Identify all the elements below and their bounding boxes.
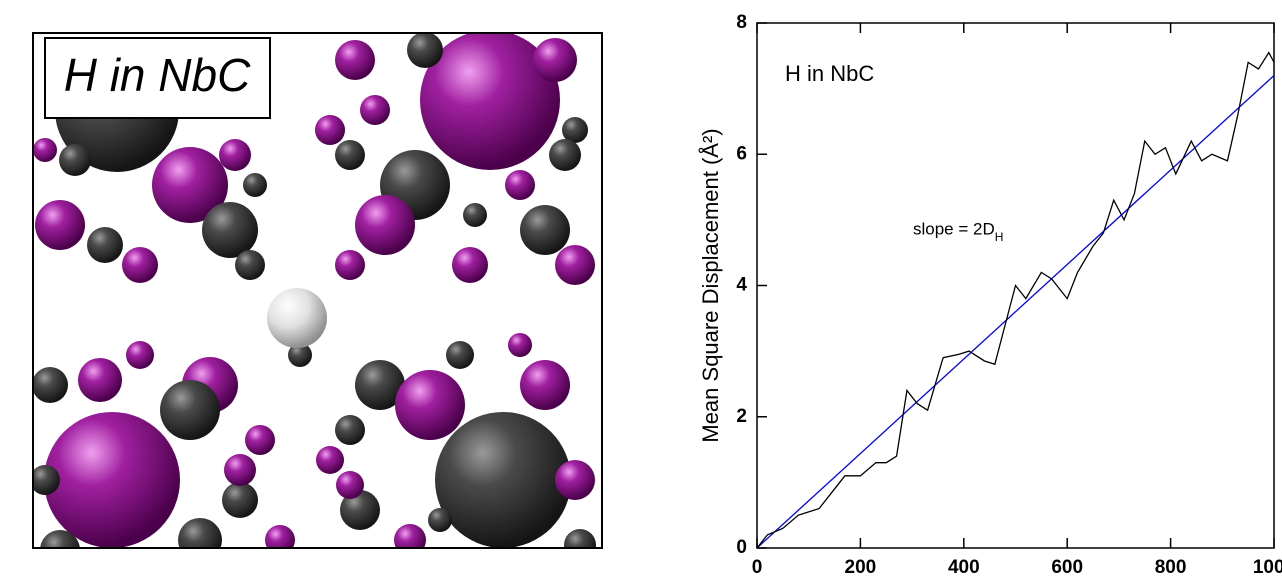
x-tick-label: 0	[752, 557, 763, 578]
atom	[33, 367, 68, 403]
annotation-subscript: H	[995, 230, 1004, 244]
atom	[40, 530, 80, 548]
x-tick-label: 800	[1155, 557, 1187, 578]
y-tick-label: 6	[736, 143, 747, 164]
atom	[520, 360, 570, 410]
atom	[202, 202, 258, 258]
atom	[505, 170, 535, 200]
atom	[219, 139, 251, 171]
data-line	[756, 51, 1275, 549]
atom	[555, 460, 595, 500]
atom	[452, 247, 488, 283]
atom	[435, 412, 571, 548]
atom	[520, 205, 570, 255]
atom	[315, 115, 345, 145]
atom	[407, 33, 443, 68]
image-label-box	[44, 37, 271, 119]
y-tick-label: 4	[736, 275, 747, 296]
atom	[78, 358, 122, 402]
annotation: slope = 2D	[913, 219, 995, 238]
chart-title: H in NbC	[785, 61, 874, 86]
atom	[335, 140, 365, 170]
atom	[564, 529, 596, 548]
atom	[59, 144, 91, 176]
y-tick-label: 2	[736, 406, 747, 427]
hydrogen-atom	[267, 288, 327, 348]
image-label: H in NbC	[64, 49, 251, 101]
atom	[35, 200, 85, 250]
atom	[562, 117, 588, 143]
atom	[336, 471, 364, 499]
atom	[463, 203, 487, 227]
x-tick-label: 200	[845, 557, 877, 578]
atom	[555, 245, 595, 285]
data-line	[756, 75, 1275, 549]
atom	[360, 95, 390, 125]
atom	[428, 508, 452, 532]
x-tick-label: 400	[948, 557, 980, 578]
atom	[152, 147, 228, 223]
atom	[126, 341, 154, 369]
atom	[316, 446, 344, 474]
atom	[394, 524, 426, 548]
atom	[395, 370, 465, 440]
atom	[33, 138, 57, 162]
atom	[222, 482, 258, 518]
atom	[533, 38, 577, 82]
atom	[160, 380, 220, 440]
atom	[87, 227, 123, 263]
atom	[340, 490, 380, 530]
atom	[355, 360, 405, 410]
atom	[224, 454, 256, 486]
atom	[335, 250, 365, 280]
y-tick-label: 0	[736, 537, 747, 558]
atom	[44, 412, 180, 548]
y-tick-label: 8	[736, 12, 747, 33]
atom	[446, 341, 474, 369]
atom-render	[33, 33, 596, 548]
atom	[243, 173, 267, 197]
atom	[549, 139, 581, 171]
atom	[355, 195, 415, 255]
atom	[335, 40, 375, 80]
x-tick-label: 600	[1051, 557, 1083, 578]
image-frame	[32, 32, 603, 549]
atom	[335, 415, 365, 445]
atom	[288, 343, 312, 367]
y-axis-label: Mean Square Displacement (Å²)	[698, 128, 723, 442]
atom	[245, 425, 275, 455]
atom	[33, 465, 60, 495]
atom	[122, 247, 158, 283]
atom	[265, 525, 295, 548]
atom	[420, 33, 560, 170]
atom	[235, 250, 265, 280]
atom	[508, 333, 532, 357]
atom	[178, 518, 222, 548]
